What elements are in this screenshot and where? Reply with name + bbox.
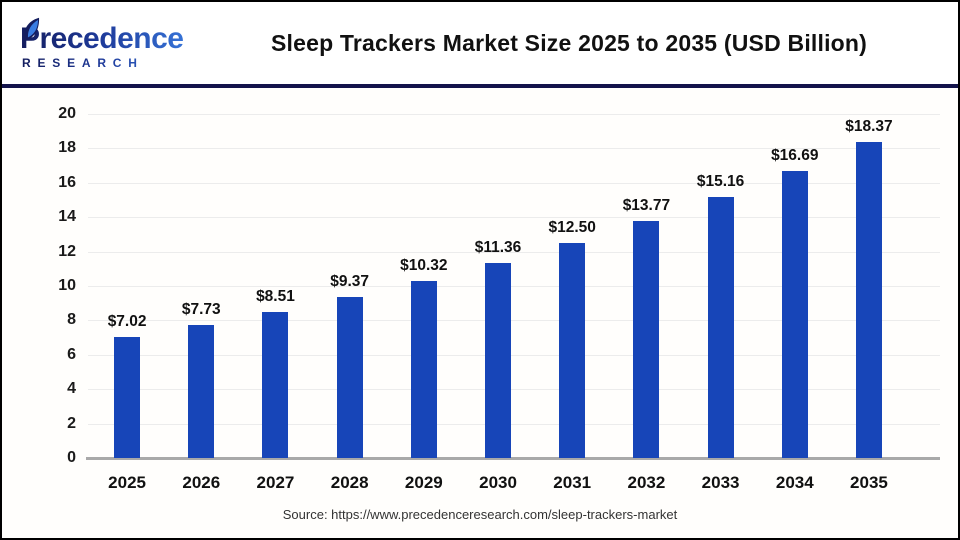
bar-value-label: $8.51 (256, 287, 295, 305)
bar (559, 243, 586, 458)
bar (781, 170, 808, 458)
bar-value-label: $16.69 (771, 146, 819, 164)
gridline (88, 114, 940, 115)
bar-value-label: $13.77 (622, 197, 671, 215)
bar (262, 311, 289, 458)
bar (855, 142, 882, 458)
gridline (88, 286, 940, 287)
gridline (88, 389, 940, 391)
x-axis-label: 2026 (182, 473, 221, 492)
logo-wordmark: Precedence (20, 23, 200, 54)
y-axis-label: 12 (58, 242, 76, 260)
y-axis-label: 6 (67, 345, 76, 363)
header: Precedence RESEARCH Sleep Trackers Marke… (2, 2, 958, 84)
page-title: Sleep Trackers Market Size 2025 to 2035 … (270, 29, 868, 56)
bar (188, 325, 215, 458)
precedence-research-logo: Precedence RESEARCH (20, 17, 200, 69)
y-axis-label: 14 (58, 208, 76, 226)
bar (707, 197, 734, 458)
bar-group: $7.73 (164, 114, 238, 458)
header-separator (2, 84, 958, 88)
x-axis-label: 2032 (627, 473, 666, 492)
x-axis-label: 2028 (330, 473, 369, 492)
x-axis-label: 2031 (553, 473, 592, 492)
bar-group: $13.77 (609, 114, 683, 458)
source-attribution: Source: https://www.precedenceresearch.c… (282, 507, 678, 522)
bar-group: $11.36 (461, 114, 535, 458)
x-axis-label: 2034 (775, 473, 814, 492)
logo-subtitle: RESEARCH (22, 57, 200, 69)
bars-row: $7.02 $7.73 $8.51 $9.37 $10.32 $11.36 $12.50 $1… (90, 114, 906, 458)
gridline (88, 217, 940, 219)
y-axis-label: 10 (58, 277, 76, 294)
bar-group: $15.16 (684, 114, 758, 458)
bar-group: $10.32 (387, 114, 461, 458)
bar-group: $7.02 (90, 114, 164, 458)
y-axis-label: 2 (67, 414, 76, 432)
y-axis-labels: 0 2 4 6 8 10 12 14 16 18 20 (2, 105, 76, 466)
leaf-icon (24, 17, 40, 41)
bar-group: $16.69 (758, 114, 832, 458)
x-axis-line (86, 457, 940, 460)
bar-value-label: $9.37 (330, 272, 370, 290)
chart-section: 0 2 4 6 8 10 12 14 16 18 20 $7.02 $7.73 $8.51 $9.37 $1… (2, 88, 958, 538)
y-axis-label: 4 (67, 380, 76, 398)
gridline (88, 182, 940, 184)
bar-group: $8.51 (238, 114, 312, 458)
gridline (88, 423, 940, 425)
bar (633, 221, 660, 458)
x-axis-label: 2033 (701, 473, 740, 492)
x-axis-label: 2030 (479, 473, 517, 492)
logo-text: Precedence RESEARCH (20, 23, 200, 69)
gridline (88, 320, 940, 322)
bar-value-label: $10.32 (400, 256, 448, 274)
bar-value-label: $7.73 (181, 301, 221, 319)
bar (336, 296, 363, 458)
plot-area: $7.02 $7.73 $8.51 $9.37 $10.32 $11.36 $12.50 $1… (86, 114, 940, 460)
bar-value-label: $12.50 (548, 219, 596, 236)
x-axis-label: 2025 (108, 473, 146, 492)
gridline (88, 251, 940, 253)
bar-group: $9.37 (313, 114, 387, 458)
bar (114, 337, 141, 458)
x-axis-label: 2029 (404, 473, 443, 492)
bar (410, 280, 437, 458)
bar (485, 262, 512, 458)
bar-value-label: $18.37 (845, 118, 893, 136)
gridline (88, 148, 940, 150)
x-axis-labels: 2025 2026 2027 2028 2029 2030 2031 2032 2033 2034… (90, 473, 906, 493)
x-axis-label: 2035 (850, 473, 888, 492)
y-axis-label: 8 (67, 311, 76, 329)
y-axis-label: 0 (67, 449, 76, 466)
bar-value-label: $11.36 (474, 238, 522, 256)
gridline (88, 354, 940, 356)
bar-group: $18.37 (832, 114, 906, 458)
y-axis-label: 16 (58, 173, 76, 191)
bar-value-label: $7.02 (107, 313, 147, 331)
x-axis-label: 2027 (256, 473, 295, 492)
bar-group: $12.50 (535, 114, 609, 458)
bar-value-label: $15.16 (696, 173, 745, 191)
y-axis-label: 18 (58, 139, 76, 157)
y-axis-label: 20 (58, 105, 76, 122)
